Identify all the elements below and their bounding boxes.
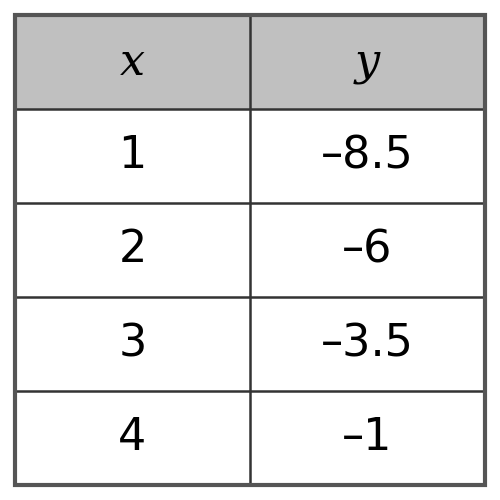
Bar [15, 391, 485, 485]
Text: 4: 4 [118, 416, 146, 460]
Text: –8.5: –8.5 [321, 134, 414, 178]
Bar [15, 297, 485, 391]
Text: 3: 3 [118, 322, 146, 366]
Bar [15, 15, 485, 109]
Text: –1: –1 [342, 416, 392, 460]
Text: 2: 2 [118, 228, 146, 272]
Bar [15, 109, 485, 203]
Text: –3.5: –3.5 [321, 322, 414, 366]
Text: 1: 1 [118, 134, 146, 178]
Text: –6: –6 [342, 228, 392, 272]
Text: y: y [355, 40, 380, 84]
Bar [15, 203, 485, 297]
Text: x: x [120, 40, 145, 84]
